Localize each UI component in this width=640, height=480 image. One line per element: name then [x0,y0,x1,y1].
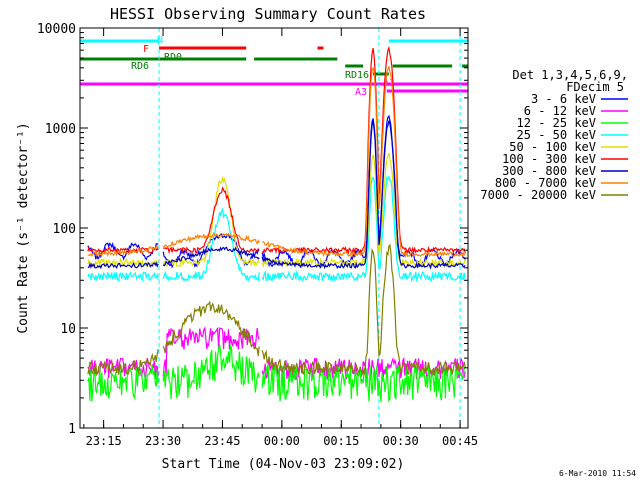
y-tick-label-1: 1 [68,422,76,437]
series-line-9 [87,243,466,377]
x-tick-label-3: 23:45 [204,434,240,448]
x-axis-label: Start Time (04-Nov-03 23:09:02) [162,457,405,472]
legend-label-4: 25 - 50 keV [517,128,596,142]
x-tick-label-7: 00:45 [442,434,478,448]
legend-label-2: 6 - 12 keV [524,104,596,118]
x-tick-label-5: 00:15 [323,434,359,448]
y-tick-label-3: 100 [53,222,76,237]
series-line-7 [87,120,466,270]
x-tick-label-1: 23:15 [86,434,122,448]
flag-label-rd0: RD0 [164,52,182,63]
flag-label-rd6: RD6 [131,61,149,72]
flag-label-rd16: RD16 [345,70,369,81]
timestamp: 6-Mar-2010 11:54 [559,469,636,478]
x-tick-label-6: 00:30 [383,434,419,448]
legend-title-line-1: Det 1,3,4,5,6,9, [512,68,628,82]
flag-bars-layer: NF RD0 RD6 RD16 A1 A3 [80,35,468,98]
x-tick-label-2: 23:30 [145,434,181,448]
legend-label-7: 300 - 800 keV [502,164,596,178]
y-tick-label-5: 10000 [37,22,76,37]
legend-label-5: 50 - 100 keV [509,140,596,154]
legend-label-9: 7000 - 20000 keV [480,188,596,202]
y-tick-label-4: 1000 [45,122,76,137]
legend-title-line-2: FDecim 5 [566,80,624,94]
legend-label-8: 800 - 7000 keV [495,176,596,190]
legend-label-3: 12 - 25 keV [517,116,596,130]
flag-label-n: N [157,35,163,46]
chart-title: HESSI Observing Summary Count Rates [110,5,426,23]
ticks-layer: 23:15 23:30 23:45 00:00 00:15 00:30 00:45 1 10 10… [37,22,478,448]
x-tick-label-4: 00:00 [264,434,300,448]
series-line-8 [87,66,466,259]
y-tick-label-2: 10 [60,322,76,337]
flag-label-a1: A1 [383,78,395,89]
series-layer [87,45,466,403]
legend-label-6: 100 - 300 keV [502,152,596,166]
legend-label-1: 3 - 6 keV [531,92,596,106]
flag-label-f: F [143,44,149,55]
flag-label-a3: A3 [355,87,367,98]
y-axis-label: Count Rate (s⁻¹ detector⁻¹) [16,122,31,333]
series-line-4 [87,175,466,283]
